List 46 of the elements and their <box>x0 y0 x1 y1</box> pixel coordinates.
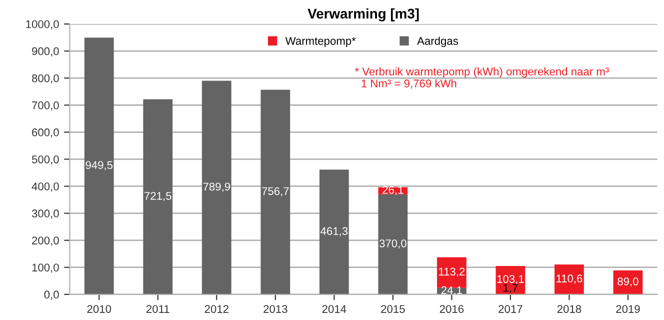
data-label: 756,7 <box>262 187 289 196</box>
y-tick-label: 300,0 <box>32 210 59 219</box>
legend-label: Warmtepomp* <box>285 37 356 48</box>
bar <box>202 80 232 294</box>
x-tick-label: 2014 <box>322 305 346 313</box>
data-label: 113,2 <box>439 268 465 277</box>
y-tick-label: 200,0 <box>32 236 59 246</box>
x-tick-label: 2010 <box>87 305 112 313</box>
bar <box>260 90 290 294</box>
data-label: 370,0 <box>379 239 406 249</box>
bar <box>319 170 349 294</box>
y-tick-label: 500,0 <box>32 155 59 165</box>
x-tick-label: 2016 <box>440 305 464 313</box>
data-label: 110,6 <box>556 274 582 284</box>
data-label: 721,5 <box>144 192 172 202</box>
data-label: 26,1 <box>382 186 404 196</box>
x-tick-label: 2015 <box>381 305 405 313</box>
y-tick-label: 800,0 <box>32 74 59 84</box>
bar <box>436 257 466 288</box>
x-tick-label: 2012 <box>204 305 228 313</box>
data-label: 949,5 <box>86 161 113 170</box>
bar <box>84 38 114 294</box>
annotation: * Verbruik warmtepomp (kWh) omgerekend naar m³ 1 Nm³ = 9,769 kWh <box>354 67 609 89</box>
bar <box>143 99 173 294</box>
y-tick-label: 100,0 <box>32 264 59 273</box>
x-tick-label: 2017 <box>498 305 522 313</box>
y-tick-label: 400,0 <box>32 182 59 192</box>
x-tick-label: 2011 <box>146 305 170 313</box>
data-label: 789,9 <box>203 182 230 192</box>
legend-label: Aardgas <box>417 36 458 48</box>
data-label: 1,7 <box>504 284 518 294</box>
bar <box>554 264 584 294</box>
chart-title: Verwarming [m3] <box>308 8 419 22</box>
data-label: 24,1 <box>441 286 462 296</box>
y-tick-label: 900,0 <box>32 47 59 56</box>
x-tick-label: 2019 <box>616 305 640 313</box>
data-label: 461,3 <box>320 227 348 236</box>
x-tick-label: 2018 <box>557 305 582 313</box>
data-label: 89,0 <box>618 277 638 287</box>
bar <box>378 194 408 294</box>
y-tick-label: 1000,0 <box>26 20 59 30</box>
y-tick-label: 700,0 <box>32 101 59 111</box>
data-label: 103,1 <box>497 275 524 284</box>
y-tick-label: 0,0 <box>44 290 59 300</box>
x-tick-label: 2013 <box>264 305 288 313</box>
y-tick-label: 600,0 <box>32 128 59 138</box>
